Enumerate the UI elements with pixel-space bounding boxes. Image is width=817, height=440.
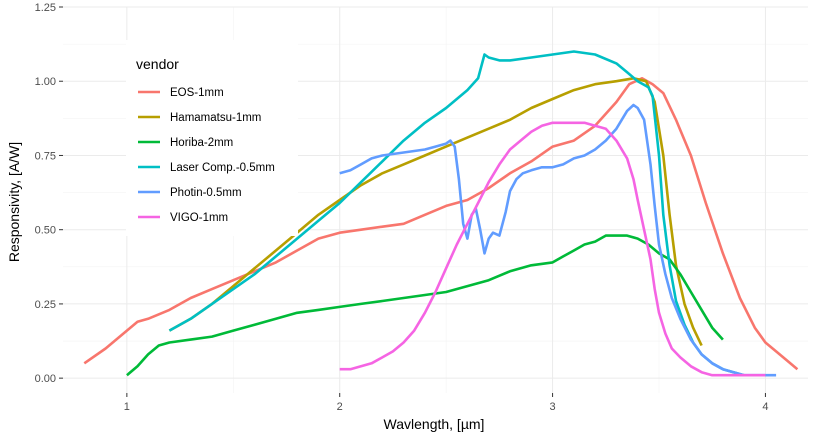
x-tick-label: 4: [762, 401, 768, 413]
x-axis-title: Wavlength, [µm]: [384, 416, 485, 432]
x-tick-label: 1: [124, 401, 130, 413]
legend: vendor EOS-1mm Hamamatsu-1mm Horiba-2mm Las…: [126, 40, 298, 236]
legend-label-5: VIGO-1mm: [170, 212, 228, 224]
y-tick-label: 0.50: [35, 225, 56, 237]
x-tick-label: 2: [337, 401, 343, 413]
series-line-5: [339, 121, 766, 377]
series-line-1: [168, 77, 703, 347]
x-tick-label: 3: [550, 401, 556, 413]
legend-title: vendor: [136, 56, 179, 72]
axes: 0.00 0.25 0.50 0.75 1.00 1.25 1 2 3 4: [35, 2, 769, 413]
legend-label-3: Laser Comp.-0.5mm: [170, 162, 275, 174]
legend-label-1: Hamamatsu-1mm: [170, 112, 261, 124]
series-line-0: [83, 77, 799, 371]
y-tick-label: 1.25: [35, 2, 56, 14]
y-tick-label: 0.75: [35, 150, 56, 162]
y-tick-label: 0.00: [35, 373, 56, 385]
series-line-3: [168, 50, 745, 377]
series-line-4: [339, 103, 777, 377]
series-line-2: [126, 234, 724, 377]
legend-label-4: Photin-0.5mm: [170, 187, 242, 199]
y-tick-label: 0.25: [35, 299, 56, 311]
series-lines: [83, 50, 799, 377]
legend-label-2: Horiba-2mm: [170, 137, 233, 149]
legend-label-0: EOS-1mm: [170, 87, 224, 99]
y-axis-title: Responsivity, [A/W]: [6, 142, 22, 262]
y-tick-label: 1.00: [35, 76, 56, 88]
legend-background: [126, 40, 298, 236]
